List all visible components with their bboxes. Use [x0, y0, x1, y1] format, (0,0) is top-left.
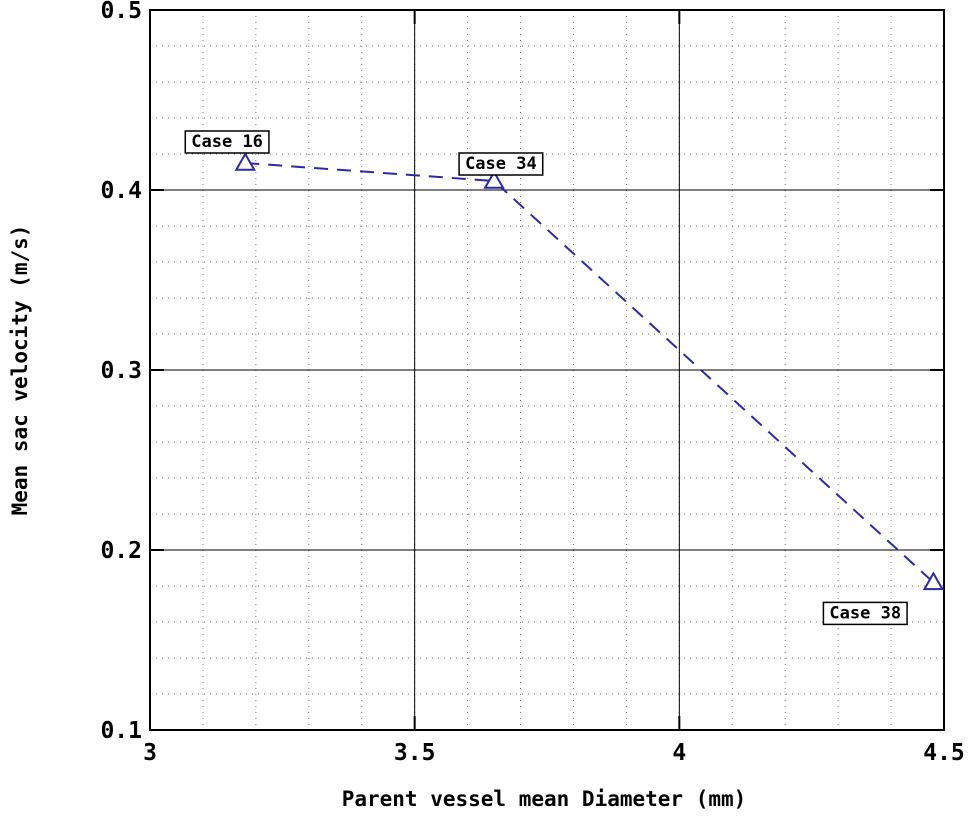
- data-point-triangle: [234, 151, 257, 171]
- data-point-triangle: [483, 169, 505, 189]
- axis-ticks: [149, 9, 945, 731]
- annotation-box: [184, 130, 270, 154]
- y-tick-label: 0.2: [100, 538, 142, 564]
- annotation-text: Case 34: [465, 154, 537, 174]
- series-layer: [234, 151, 945, 591]
- annotation-layer: Case 16 Case 34 Case 38: [184, 130, 908, 626]
- x-axis-title: Parent vessel mean Diameter (mm): [342, 787, 747, 811]
- annotation-text: Case 16: [191, 132, 263, 152]
- x-tick-label: 3: [143, 740, 157, 766]
- annotation-box: [822, 601, 908, 626]
- x-tick-label: 4: [672, 740, 686, 766]
- data-point-triangle: [922, 571, 945, 591]
- x-tick-label: 4.5: [923, 740, 965, 766]
- x-tick-label: 3.5: [394, 740, 436, 766]
- y-tick-label: 0.4: [100, 178, 142, 204]
- y-axis-title: Mean sac velocity (m/s): [8, 225, 32, 516]
- annotation-label: Case 16: [184, 130, 270, 154]
- annotation-text: Case 38: [829, 603, 901, 623]
- annotation-box: [458, 152, 544, 176]
- y-tick-labels: 0.1 0.2 0.3 0.4 0.5: [100, 0, 142, 744]
- series-line: [245, 162, 935, 584]
- y-tick-label: 0.5: [100, 0, 142, 24]
- annotation-label: Case 34: [458, 152, 544, 176]
- x-tick-labels: 3 3.5 4 4.5: [143, 740, 965, 766]
- y-tick-label: 0.3: [100, 358, 142, 384]
- annotation-label: Case 38: [822, 601, 908, 626]
- y-tick-label: 0.1: [100, 718, 142, 744]
